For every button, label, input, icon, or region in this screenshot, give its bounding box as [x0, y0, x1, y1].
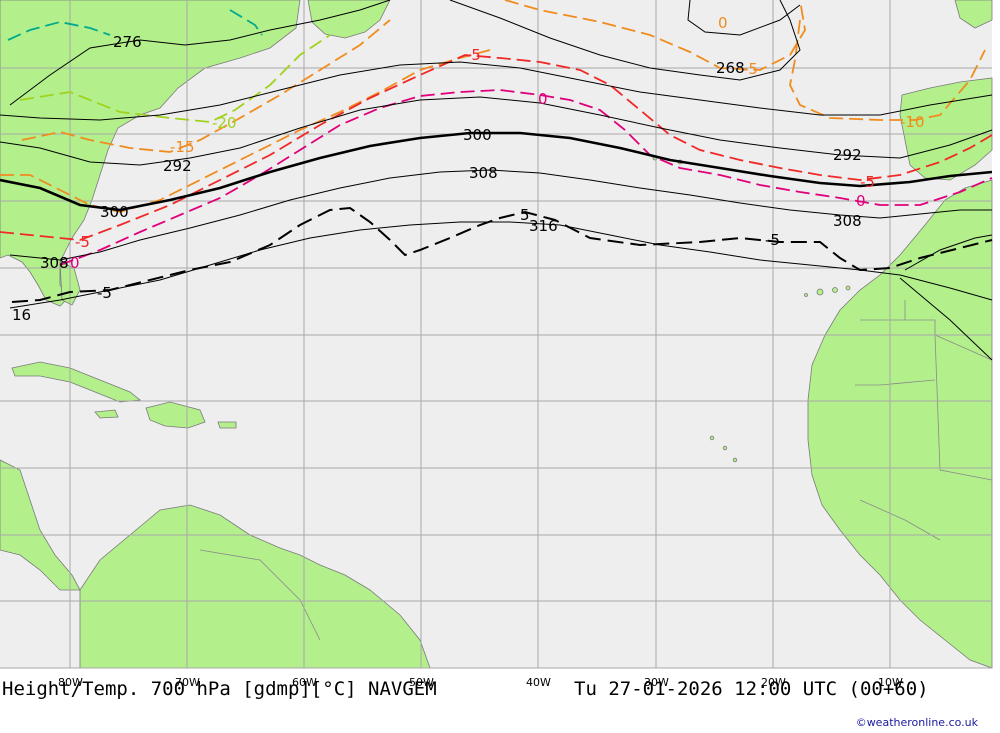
- temp-label: 0: [718, 14, 728, 32]
- temp-label: -5: [97, 284, 112, 302]
- land-masses: [0, 0, 993, 669]
- isotherm-minus15: [21, 19, 391, 153]
- height-300: [0, 131, 993, 212]
- temp-label: -15: [170, 138, 195, 156]
- temp-label: -5: [765, 231, 780, 249]
- isotherm-minus10-west: [0, 49, 491, 213]
- height-label: 308: [40, 254, 69, 272]
- height-292: [0, 96, 993, 166]
- credit-link[interactable]: ©weatheronline.co.uk: [855, 716, 978, 729]
- lon-label: 20W: [761, 676, 786, 689]
- valid-time: Tu 27-01-2026 12:00 UTC (00+60): [574, 678, 929, 700]
- land-jamaica: [94, 409, 119, 419]
- lon-label: 70W: [175, 676, 200, 689]
- height-label: 300: [100, 203, 129, 221]
- height-268-loop: [687, 0, 801, 36]
- land-iberia: [899, 77, 993, 181]
- land-south-america: [79, 504, 431, 669]
- lon-label: 60W: [292, 676, 317, 689]
- temp-label: 5: [520, 206, 530, 224]
- height-label: 300: [463, 126, 492, 144]
- isotherm-minus5: [0, 54, 993, 241]
- height-label: 16: [12, 306, 31, 324]
- height-label: 276: [113, 33, 142, 51]
- isotherm-minus10-north: [504, 0, 806, 71]
- temp-label: 0: [856, 192, 866, 210]
- land-central-america: [0, 459, 81, 591]
- land-newfoundland: [307, 0, 391, 39]
- temp-label: -5: [466, 46, 481, 64]
- temp-label: -10: [900, 113, 925, 131]
- temperature-labels: -20 -15 -10 -5 -5 -5 0 0 0 -5 -5 -5 5 0: [70, 14, 925, 302]
- isotherm-minus25: [7, 9, 263, 41]
- land-north-edge: [954, 0, 993, 29]
- temp-label: 0: [538, 90, 548, 108]
- land-north-america: [0, 0, 301, 307]
- height-284: [0, 61, 993, 121]
- height-308: [9, 169, 992, 261]
- height-label: 316: [529, 217, 558, 235]
- longitude-labels: 80W 70W 60W 50W 40W 30W 20W 10W: [58, 676, 903, 689]
- lon-label: 80W: [58, 676, 83, 689]
- temp-label: -5: [860, 173, 875, 191]
- height-label: 308: [833, 212, 862, 230]
- isotherm-minus10-east: [789, 19, 986, 121]
- land-africa: [807, 179, 993, 669]
- height-label: 292: [163, 157, 192, 175]
- height-contours: [0, 0, 993, 361]
- temp-label: 0: [70, 254, 80, 272]
- height-label: 308: [469, 164, 498, 182]
- lon-label: 30W: [644, 676, 669, 689]
- lon-label: 10W: [878, 676, 903, 689]
- height-316: [9, 221, 993, 309]
- height-318: [904, 234, 993, 271]
- height-268-north: [449, 0, 801, 81]
- height-label: 292: [833, 146, 862, 164]
- lon-label: 50W: [409, 676, 434, 689]
- temperature-contours: [0, 0, 993, 266]
- temp-label: -20: [212, 114, 237, 132]
- isotherm-0: [59, 89, 993, 266]
- height-276: [9, 0, 391, 106]
- temp-label: -5: [743, 60, 758, 78]
- lon-label: 40W: [526, 676, 551, 689]
- height-labels: 276 268 292 292 300 300 308 308 308 316 …: [12, 33, 862, 324]
- map-title: Height/Temp. 700 hPa [gdmp][°C] NAVGEM: [2, 678, 437, 700]
- graticule: [0, 0, 992, 669]
- country-borders: [199, 300, 993, 641]
- temp-label: -5: [75, 233, 90, 251]
- height-label: 268: [716, 59, 745, 77]
- isotherm-minus20: [19, 34, 331, 123]
- height-316-east: [899, 277, 993, 361]
- land-hispaniola: [145, 401, 206, 429]
- land-puerto-rico: [217, 421, 237, 429]
